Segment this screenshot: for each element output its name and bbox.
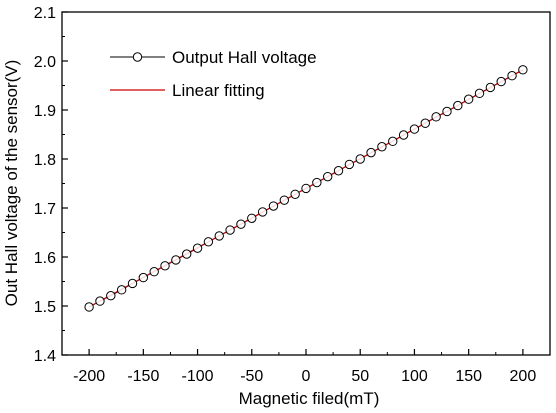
x-tick-label: 150 (455, 368, 482, 385)
data-point (84, 302, 94, 312)
data-point (507, 71, 517, 81)
data-point (225, 225, 235, 235)
y-tick-label: 1.6 (34, 250, 56, 267)
x-tick-label: 50 (351, 368, 369, 385)
data-point (518, 65, 528, 75)
x-tick-label: -100 (182, 368, 214, 385)
y-axis-title: Out Hall voltage of the sensor(V) (2, 60, 21, 307)
data-point (279, 195, 290, 205)
data-point (463, 94, 474, 104)
x-tick-label: -50 (240, 368, 263, 385)
data-point (214, 231, 224, 241)
data-point (442, 106, 452, 117)
legend-label-linear-fitting: Linear fitting (172, 81, 265, 100)
data-point (355, 154, 365, 164)
data-point (182, 249, 192, 259)
data-point (106, 291, 116, 301)
data-point (138, 272, 149, 283)
data-point (322, 171, 333, 182)
x-tick-label: -150 (127, 368, 159, 385)
data-point (431, 112, 441, 122)
data-point (290, 189, 300, 199)
data-point (420, 118, 430, 128)
data-point (344, 159, 355, 170)
data-point (171, 255, 181, 265)
x-tick-label: 100 (401, 368, 428, 385)
data-point (236, 219, 246, 229)
series-layer (84, 65, 528, 312)
data-point (268, 201, 279, 211)
data-point (474, 88, 485, 99)
y-tick-label: 1.7 (34, 201, 56, 218)
data-point (95, 296, 105, 306)
x-axis: -200 -150 -100 -50 0 50 100 150 200 (73, 349, 536, 385)
y-tick-label: 2.0 (34, 54, 56, 71)
x-axis-title: Magnetic filed(mT) (239, 389, 380, 408)
y-axis: 1.4 1.5 1.6 1.7 1.8 1.9 2.0 2.1 (34, 5, 68, 365)
x-tick-label: 200 (510, 368, 537, 385)
x-tick-label: -200 (73, 368, 105, 385)
data-point (398, 130, 409, 140)
data-point (149, 267, 159, 277)
data-point (485, 82, 496, 93)
data-point (366, 147, 376, 158)
x-tick-label: 0 (302, 368, 311, 385)
y-tick-label: 1.5 (34, 299, 56, 316)
data-point (312, 177, 322, 188)
data-point (116, 285, 127, 295)
data-point (160, 261, 170, 271)
legend-marker-output-hall-voltage (132, 52, 143, 62)
legend: Output Hall voltage Linear fitting (110, 48, 317, 100)
data-point (377, 142, 387, 152)
data-point (496, 76, 506, 87)
data-point (192, 243, 203, 253)
data-point (127, 278, 138, 289)
data-point (453, 100, 463, 111)
y-tick-label: 1.9 (34, 103, 56, 120)
data-point (409, 124, 420, 134)
legend-label-output-hall-voltage: Output Hall voltage (172, 48, 317, 67)
data-point (333, 166, 344, 176)
y-tick-label: 1.8 (34, 152, 56, 169)
y-tick-label: 1.4 (34, 348, 56, 365)
data-point (203, 237, 214, 247)
data-point (388, 136, 398, 147)
y-tick-label: 2.1 (34, 5, 56, 22)
data-point (257, 207, 268, 217)
data-point (247, 213, 257, 223)
data-point (301, 183, 311, 194)
